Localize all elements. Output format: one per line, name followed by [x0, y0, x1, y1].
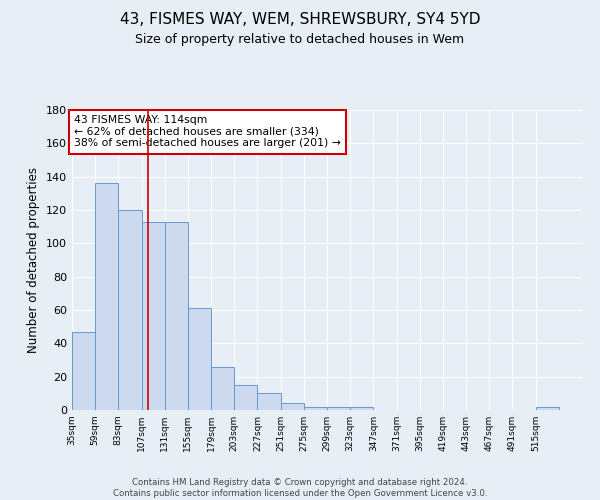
- Bar: [536, 406, 559, 410]
- Bar: [95, 184, 118, 410]
- Bar: [165, 222, 188, 410]
- Bar: [281, 404, 304, 410]
- Bar: [234, 385, 257, 410]
- Bar: [188, 308, 211, 410]
- Bar: [257, 394, 281, 410]
- Bar: [350, 406, 373, 410]
- Y-axis label: Number of detached properties: Number of detached properties: [28, 167, 40, 353]
- Bar: [327, 406, 350, 410]
- Text: 43 FISMES WAY: 114sqm
← 62% of detached houses are smaller (334)
38% of semi-det: 43 FISMES WAY: 114sqm ← 62% of detached …: [74, 115, 341, 148]
- Bar: [142, 222, 165, 410]
- Bar: [211, 366, 234, 410]
- Bar: [118, 210, 142, 410]
- Text: Contains HM Land Registry data © Crown copyright and database right 2024.
Contai: Contains HM Land Registry data © Crown c…: [113, 478, 487, 498]
- Text: Size of property relative to detached houses in Wem: Size of property relative to detached ho…: [136, 32, 464, 46]
- Bar: [304, 406, 327, 410]
- Text: 43, FISMES WAY, WEM, SHREWSBURY, SY4 5YD: 43, FISMES WAY, WEM, SHREWSBURY, SY4 5YD: [120, 12, 480, 28]
- Bar: [72, 332, 95, 410]
